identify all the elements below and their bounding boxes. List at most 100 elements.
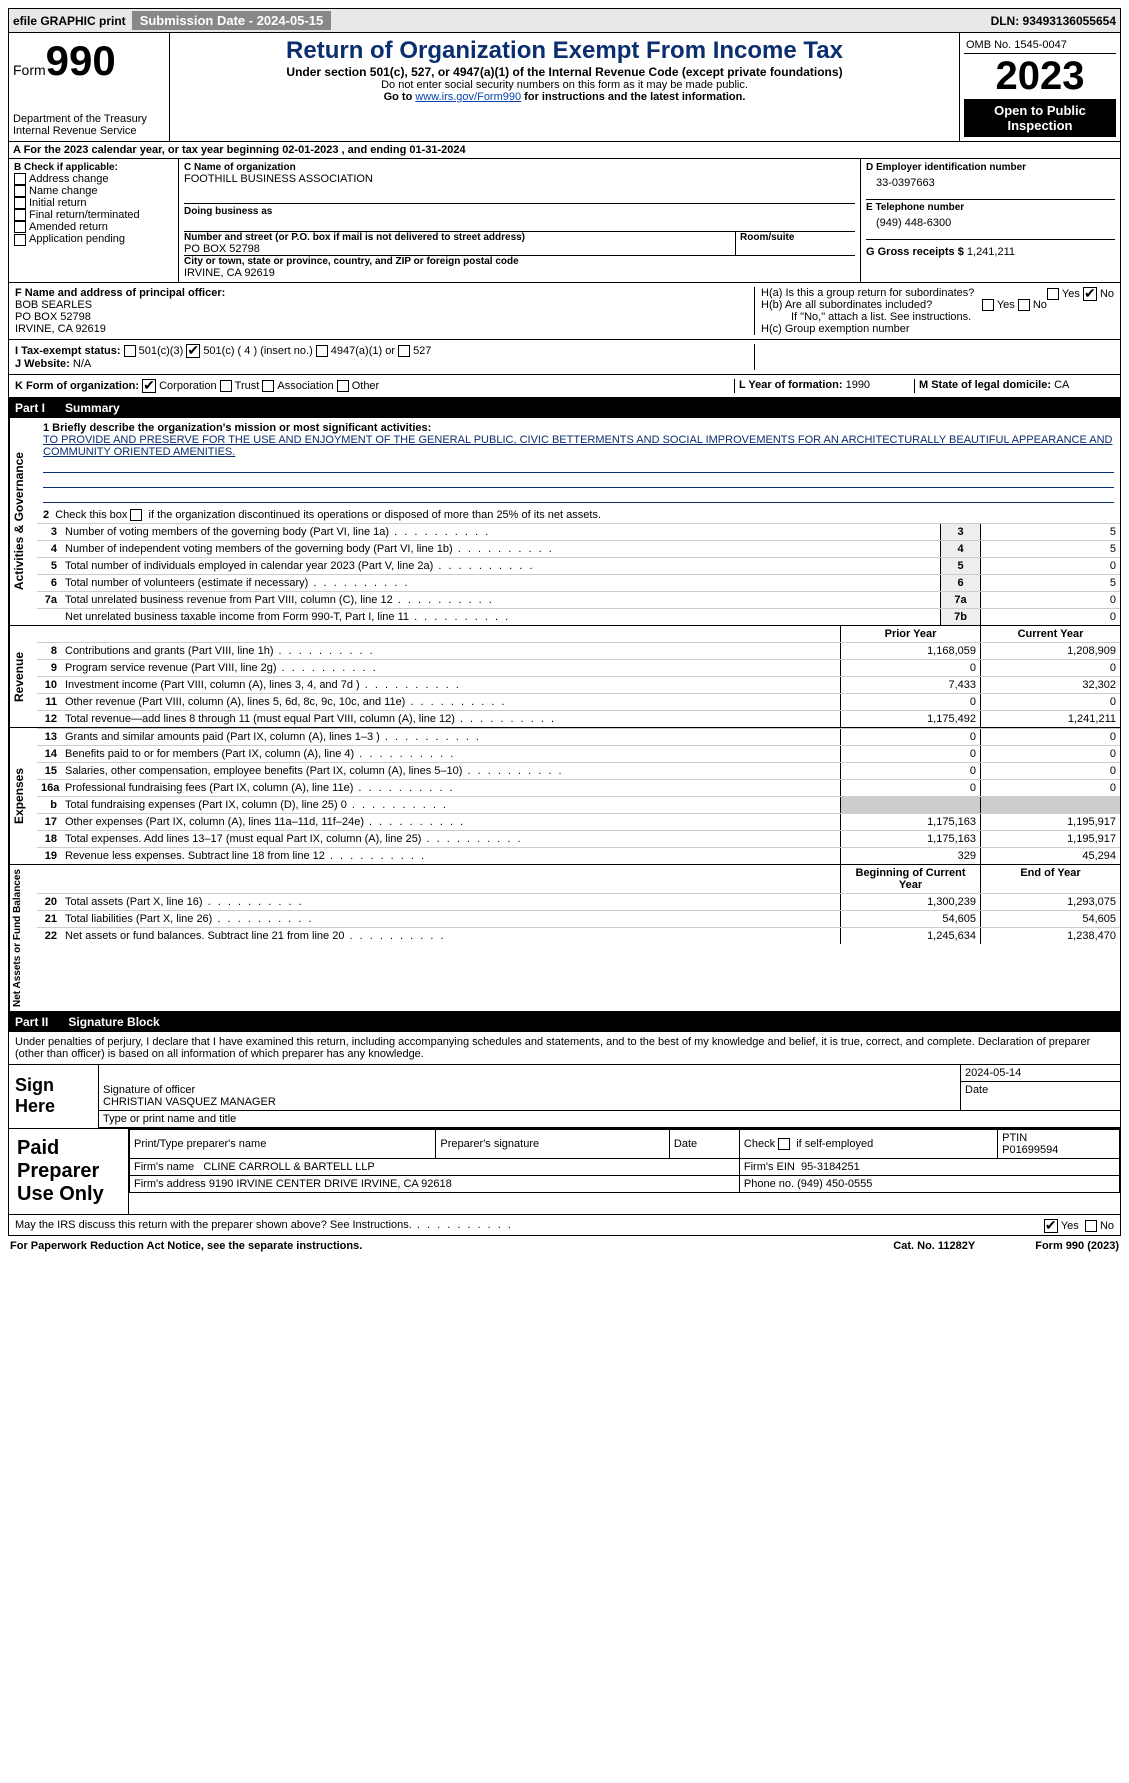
cb-association[interactable] — [262, 380, 274, 392]
cb-527[interactable] — [398, 345, 410, 357]
year-formation-value: 1990 — [846, 379, 870, 391]
line-num: 8 — [37, 643, 61, 659]
line-text: Professional fundraising fees (Part IX, … — [61, 780, 840, 796]
h-b-note: If "No," attach a list. See instructions… — [761, 311, 971, 323]
ha-no[interactable] — [1083, 287, 1097, 301]
paid-preparer-block: Paid Preparer Use Only Print/Type prepar… — [8, 1129, 1121, 1215]
line-num: 6 — [37, 575, 61, 591]
tax-status-label: I Tax-exempt status: — [15, 345, 121, 357]
prior-value: 0 — [840, 763, 980, 779]
cb-other[interactable] — [337, 380, 349, 392]
ptin-label: PTIN — [1002, 1132, 1027, 1144]
line-text: Other expenses (Part IX, column (A), lin… — [61, 814, 840, 830]
vlabel-expenses: Expenses — [9, 728, 37, 864]
firm-name-label: Firm's name — [134, 1161, 194, 1173]
discuss-no[interactable] — [1085, 1220, 1097, 1232]
officer-addr2: IRVINE, CA 92619 — [15, 323, 106, 335]
tax-status-row: I Tax-exempt status: 501(c)(3) 501(c) ( … — [8, 340, 1121, 375]
cb-corporation[interactable] — [142, 379, 156, 393]
firm-name: CLINE CARROLL & BARTELL LLP — [203, 1161, 374, 1173]
firm-addr: 9190 IRVINE CENTER DRIVE IRVINE, CA 9261… — [209, 1178, 452, 1190]
part-2-bar: Part II Signature Block — [8, 1012, 1121, 1032]
line-value: 0 — [980, 558, 1120, 574]
phone-value: (949) 448-6300 — [866, 213, 1115, 239]
discuss-yes[interactable] — [1044, 1219, 1058, 1233]
box-c-name-label: C Name of organization — [184, 162, 855, 173]
form-subtitle: Under section 501(c), 527, or 4947(a)(1)… — [174, 65, 955, 79]
officer-addr1: PO BOX 52798 — [15, 311, 91, 323]
line-text: Grants and similar amounts paid (Part IX… — [61, 729, 840, 745]
cb-4947[interactable] — [316, 345, 328, 357]
self-employed-cell: Check if self-employed — [739, 1130, 997, 1159]
sig-officer-label: Signature of officer — [103, 1084, 195, 1096]
line-num: 12 — [37, 711, 61, 727]
public-inspection-badge: Open to Public Inspection — [964, 99, 1116, 137]
irs-link[interactable]: www.irs.gov/Form990 — [415, 91, 521, 103]
officer-group-block: F Name and address of principal officer:… — [8, 283, 1121, 340]
mission-blank-1 — [43, 458, 1114, 473]
line-key: 5 — [940, 558, 980, 574]
form-header: Form990 Department of the Treasury Inter… — [8, 33, 1121, 142]
line-text: Net assets or fund balances. Subtract li… — [61, 928, 840, 944]
line-text: Total fundraising expenses (Part IX, col… — [61, 797, 840, 813]
current-value: 1,293,075 — [980, 894, 1120, 910]
line-num: 22 — [37, 928, 61, 944]
line-value: 5 — [980, 575, 1120, 591]
cb-501c3[interactable] — [124, 345, 136, 357]
website-value: N/A — [73, 358, 91, 370]
discuss-row: May the IRS discuss this return with the… — [8, 1215, 1121, 1236]
checkbox-amended-return[interactable] — [14, 221, 26, 233]
col-begin-year: Beginning of Current Year — [840, 865, 980, 893]
identity-block: B Check if applicable: Address change Na… — [8, 159, 1121, 283]
line-num: 4 — [37, 541, 61, 557]
checkbox-application-pending[interactable] — [14, 234, 26, 246]
prep-sig-label: Preparer's signature — [436, 1130, 670, 1159]
checkbox-initial-return[interactable] — [14, 197, 26, 209]
prior-value: 7,433 — [840, 677, 980, 693]
ein-value: 33-0397663 — [866, 173, 1115, 199]
prior-value: 1,175,163 — [840, 831, 980, 847]
current-value: 1,195,917 — [980, 831, 1120, 847]
line-text: Investment income (Part VIII, column (A)… — [61, 677, 840, 693]
cb-discontinued[interactable] — [130, 509, 142, 521]
cb-self-employed[interactable] — [778, 1138, 790, 1150]
current-value: 0 — [980, 746, 1120, 762]
dba-label: Doing business as — [184, 203, 855, 217]
sig-officer-name: CHRISTIAN VASQUEZ MANAGER — [103, 1096, 276, 1108]
line-text: Salaries, other compensation, employee b… — [61, 763, 840, 779]
section-netassets: Net Assets or Fund Balances Beginning of… — [8, 865, 1121, 1012]
submission-date-button[interactable]: Submission Date - 2024-05-15 — [132, 11, 332, 30]
checkbox-name-change[interactable] — [14, 185, 26, 197]
current-value: 0 — [980, 694, 1120, 710]
q1-label: 1 Briefly describe the organization's mi… — [43, 422, 431, 434]
col-current-year: Current Year — [980, 626, 1120, 642]
current-value: 1,208,909 — [980, 643, 1120, 659]
line-value: 0 — [980, 592, 1120, 608]
line-text: Revenue less expenses. Subtract line 18 … — [61, 848, 840, 864]
prior-value: 0 — [840, 694, 980, 710]
part-1-num: Part I — [15, 401, 45, 415]
prep-date-label: Date — [669, 1130, 739, 1159]
line-text: Program service revenue (Part VIII, line… — [61, 660, 840, 676]
cb-trust[interactable] — [220, 380, 232, 392]
ha-yes[interactable] — [1047, 288, 1059, 300]
box-f-label: F Name and address of principal officer: — [15, 287, 225, 299]
goto-suffix: for instructions and the latest informat… — [521, 91, 745, 103]
checkbox-final-return[interactable] — [14, 209, 26, 221]
part-1-title: Summary — [65, 401, 120, 415]
cb-501c[interactable] — [186, 344, 200, 358]
line-num: 5 — [37, 558, 61, 574]
current-value: 1,195,917 — [980, 814, 1120, 830]
hb-no[interactable] — [1018, 299, 1030, 311]
prior-value: 1,175,163 — [840, 814, 980, 830]
mission-blank-2 — [43, 473, 1114, 488]
ssn-warning: Do not enter social security numbers on … — [174, 79, 955, 91]
domicile-value: CA — [1054, 379, 1069, 391]
line-key: 7b — [940, 609, 980, 625]
room-label: Room/suite — [740, 232, 855, 243]
hb-yes[interactable] — [982, 299, 994, 311]
section-governance: Activities & Governance 1 Briefly descri… — [8, 418, 1121, 626]
checkbox-address-change[interactable] — [14, 173, 26, 185]
line-text: Total expenses. Add lines 13–17 (must eq… — [61, 831, 840, 847]
city-label: City or town, state or province, country… — [184, 256, 855, 267]
